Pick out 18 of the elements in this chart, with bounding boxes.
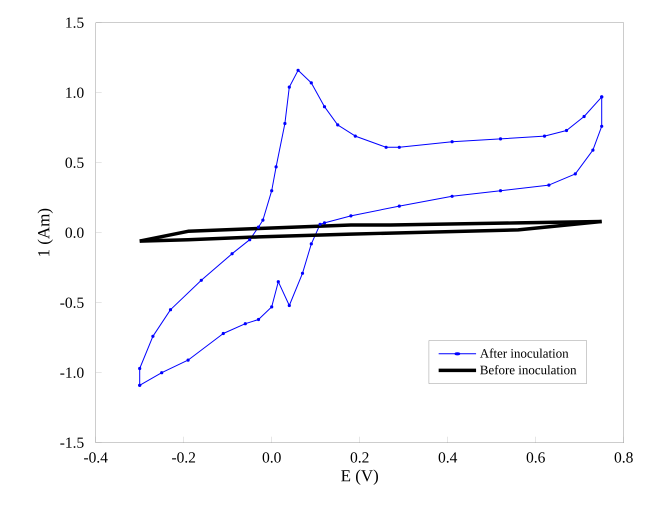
legend-label: Before inoculation xyxy=(480,365,576,374)
y-tick-label: 0.5 xyxy=(65,157,84,168)
x-tick-label: 0.0 xyxy=(262,452,281,463)
y-tick-label: 1.5 xyxy=(66,17,84,28)
x-tick-label: 0.6 xyxy=(526,452,545,463)
x-tick-label: -0.4 xyxy=(84,452,108,463)
y-axis-title: 1 (Am) xyxy=(38,208,53,256)
x-tick-label: 0.8 xyxy=(614,452,633,463)
y-tick-label: 1.0 xyxy=(66,87,84,98)
legend-label: After inoculation xyxy=(480,348,568,358)
x-axis-title: E (V) xyxy=(341,470,378,485)
x-tick-label: -0.2 xyxy=(172,452,196,463)
y-tick-label: -1.0 xyxy=(60,367,84,378)
x-tick-label: 0.4 xyxy=(438,452,458,463)
y-tick-label: -0.5 xyxy=(60,297,84,308)
y-tick-label: 0.0 xyxy=(65,227,84,238)
y-tick-label: -1.5 xyxy=(60,438,84,448)
x-tick-label: 0.2 xyxy=(350,452,368,463)
